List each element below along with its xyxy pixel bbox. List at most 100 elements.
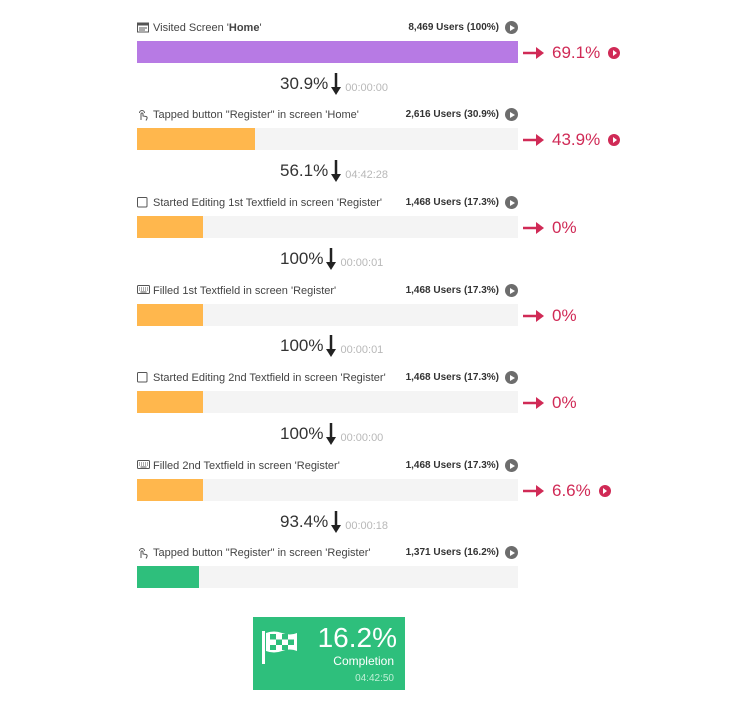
dropout-arrow-icon xyxy=(523,310,544,322)
dropout-indicator: 0% xyxy=(523,216,577,240)
play-dropout-button[interactable] xyxy=(608,134,621,146)
step-user-count: 1,468 Users (17.3%) xyxy=(405,460,499,471)
dropout-arrow-icon xyxy=(523,397,544,409)
conversion-time: 04:42:28 xyxy=(345,169,389,181)
step-user-count: 1,468 Users (17.3%) xyxy=(405,197,499,208)
conversion-row: 100% 00:00:00 xyxy=(280,421,383,447)
checkered-flag-icon xyxy=(262,631,297,664)
play-dropout-button[interactable] xyxy=(598,485,611,497)
conversion-percentage: 100% xyxy=(280,336,324,355)
dropout-arrow-icon xyxy=(523,134,544,146)
conversion-time: 00:00:01 xyxy=(340,257,384,269)
step-bar-track xyxy=(137,566,518,588)
dropout-percentage: 43.9% xyxy=(552,130,601,149)
step-header: Started Editing 2nd Textfield in screen … xyxy=(137,371,518,387)
dropout-indicator: 69.1% xyxy=(523,41,621,65)
conversion-row: 93.4% 00:00:18 xyxy=(280,509,388,535)
step-label: Visited Screen 'Home' xyxy=(153,22,262,34)
conversion-time: 00:00:01 xyxy=(340,344,384,356)
dropout-percentage: 0% xyxy=(552,218,577,237)
arrow-down-icon xyxy=(326,248,337,270)
play-recording-button[interactable] xyxy=(505,21,518,34)
step-bar-track xyxy=(137,41,518,63)
step-bar-track xyxy=(137,128,518,150)
step-header: Tapped button "Register" in screen 'Home… xyxy=(137,108,518,124)
dropout-indicator: 0% xyxy=(523,304,577,328)
conversion-row: 100% 00:00:01 xyxy=(280,333,383,359)
play-recording-button[interactable] xyxy=(505,371,518,384)
play-recording-button[interactable] xyxy=(505,459,518,472)
keyboard-icon xyxy=(137,285,150,297)
keyboard-icon xyxy=(137,460,150,472)
conversion-percentage: 30.9% xyxy=(280,74,329,93)
dropout-indicator: 6.6% xyxy=(523,479,611,503)
completion-time: 04:42:50 xyxy=(355,673,394,684)
play-recording-button[interactable] xyxy=(505,284,518,297)
step-label-screen: Home xyxy=(228,22,260,34)
dropout-percentage: 6.6% xyxy=(552,481,591,500)
conversion-percentage: 100% xyxy=(280,424,324,443)
play-dropout-button[interactable] xyxy=(608,47,621,59)
step-bar-track xyxy=(137,216,518,238)
dropout-indicator: 43.9% xyxy=(523,128,621,152)
conversion-row: 56.1% 04:42:28 xyxy=(280,158,388,184)
conversion-row: 100% 00:00:01 xyxy=(280,246,383,272)
step-bar-fill xyxy=(137,566,199,588)
step-bar-fill xyxy=(137,41,518,63)
dropout-arrow-icon xyxy=(523,47,544,59)
step-user-count: 1,371 Users (16.2%) xyxy=(405,547,499,558)
dropout-arrow-icon xyxy=(523,222,544,234)
step-bar-track xyxy=(137,304,518,326)
step-label: Tapped button "Register" in screen 'Regi… xyxy=(153,547,371,559)
tap-icon xyxy=(137,109,149,121)
step-header: Filled 2nd Textfield in screen 'Register… xyxy=(137,459,518,475)
conversion-percentage: 93.4% xyxy=(280,512,329,531)
step-header: Filled 1st Textfield in screen 'Register… xyxy=(137,284,518,300)
completion-percentage: 16.2% xyxy=(317,622,397,653)
arrow-down-icon xyxy=(326,423,337,445)
play-recording-button[interactable] xyxy=(505,546,518,559)
step-bar-fill xyxy=(137,391,203,413)
dropout-arrow-icon xyxy=(523,485,544,497)
dropout-percentage: 69.1% xyxy=(552,43,601,62)
tap-icon xyxy=(137,547,149,559)
completion-card: 16.2% Completion 04:42:50 xyxy=(253,617,405,690)
step-label: Started Editing 2nd Textfield in screen … xyxy=(153,372,386,384)
step-bar-fill xyxy=(137,479,203,501)
arrow-down-icon xyxy=(331,160,342,182)
arrow-down-icon xyxy=(331,511,342,533)
conversion-time: 00:00:00 xyxy=(340,432,384,444)
step-user-count: 2,616 Users (30.9%) xyxy=(405,109,499,120)
arrow-down-icon xyxy=(326,335,337,357)
step-header: Visited Screen 'Home' 8,469 Users (100%) xyxy=(137,21,518,37)
play-recording-button[interactable] xyxy=(505,196,518,209)
step-bar-track xyxy=(137,479,518,501)
completion-label: Completion xyxy=(333,654,394,668)
conversion-percentage: 100% xyxy=(280,249,324,268)
step-bar-fill xyxy=(137,128,255,150)
dropout-indicator: 0% xyxy=(523,391,577,415)
step-bar-track xyxy=(137,391,518,413)
dropout-percentage: 0% xyxy=(552,393,577,412)
step-header: Started Editing 1st Textfield in screen … xyxy=(137,196,518,212)
step-header: Tapped button "Register" in screen 'Regi… xyxy=(137,546,518,562)
step-label: Filled 1st Textfield in screen 'Register… xyxy=(153,285,337,297)
textfield-icon xyxy=(137,197,149,209)
play-recording-button[interactable] xyxy=(505,108,518,121)
conversion-time: 00:00:18 xyxy=(345,520,389,532)
conversion-row: 30.9% 00:00:00 xyxy=(280,71,388,97)
step-user-count: 1,468 Users (17.3%) xyxy=(405,285,499,296)
screen-icon xyxy=(137,22,149,34)
step-label: Started Editing 1st Textfield in screen … xyxy=(153,197,383,209)
step-label: Filled 2nd Textfield in screen 'Register… xyxy=(153,460,340,472)
conversion-time: 00:00:00 xyxy=(345,82,389,94)
textfield-icon xyxy=(137,372,149,384)
step-user-count: 8,469 Users (100%) xyxy=(408,22,499,33)
step-user-count: 1,468 Users (17.3%) xyxy=(405,372,499,383)
conversion-percentage: 56.1% xyxy=(280,161,329,180)
step-bar-fill xyxy=(137,216,203,238)
step-label: Tapped button "Register" in screen 'Home… xyxy=(153,109,359,121)
arrow-down-icon xyxy=(331,73,342,95)
step-bar-fill xyxy=(137,304,203,326)
dropout-percentage: 0% xyxy=(552,306,577,325)
